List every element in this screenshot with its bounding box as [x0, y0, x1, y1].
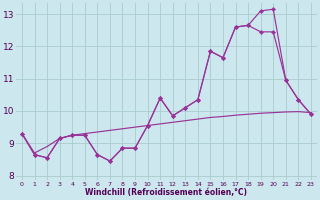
X-axis label: Windchill (Refroidissement éolien,°C): Windchill (Refroidissement éolien,°C): [85, 188, 247, 197]
